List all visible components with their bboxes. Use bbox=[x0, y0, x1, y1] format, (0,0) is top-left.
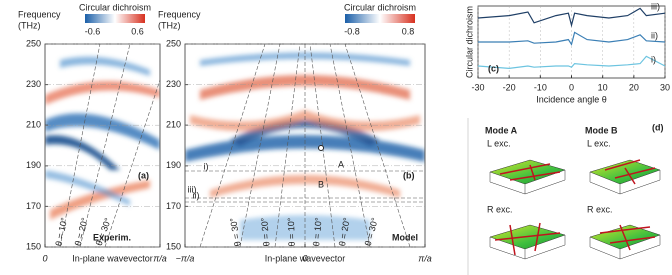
x-axis-label: In-plane wavevector bbox=[72, 253, 153, 263]
y-tick-label: 150 bbox=[166, 241, 181, 251]
series-line bbox=[477, 55, 666, 70]
row-label: L exc. bbox=[487, 138, 511, 148]
panel-d-drawing bbox=[467, 118, 661, 275]
y-tick-label: 190 bbox=[166, 160, 181, 170]
x-tick-label: −π/a bbox=[176, 253, 195, 263]
colorbar-tick-label: 0.8 bbox=[402, 26, 415, 36]
x-tick-label: 0 bbox=[302, 253, 307, 263]
colorbar bbox=[85, 14, 145, 23]
annotation: Experim. bbox=[93, 232, 131, 242]
annotation: iii) bbox=[188, 184, 197, 194]
annotation: A bbox=[338, 159, 344, 169]
guide-lines bbox=[59, 43, 425, 248]
x-tick-label: π/a bbox=[153, 253, 167, 263]
annotation: θ = 10° bbox=[53, 216, 69, 247]
y-tick-label: 170 bbox=[26, 201, 41, 211]
x-tick-label: -10 bbox=[534, 82, 547, 92]
annotation: θ = 20° bbox=[259, 217, 272, 247]
mode-label: Mode A bbox=[485, 125, 518, 135]
annotation: ii) bbox=[193, 190, 200, 200]
legend-label: iii) bbox=[651, 2, 660, 12]
x-tick-label: -30 bbox=[471, 82, 484, 92]
y-tick-label: 150 bbox=[26, 241, 41, 251]
y-tick-label: 250 bbox=[26, 38, 41, 48]
colorbar-title: Circular dichroism bbox=[79, 2, 151, 12]
annotation: θ = 20° bbox=[73, 216, 90, 247]
x-tick-label: 0 bbox=[42, 253, 47, 263]
series-line bbox=[478, 31, 666, 46]
series-line bbox=[477, 7, 666, 28]
x-tick-label: 0 bbox=[569, 82, 574, 92]
legend-label: ii) bbox=[651, 30, 658, 40]
colorbar bbox=[345, 14, 415, 23]
x-axis-label: In-plane wavevector bbox=[265, 253, 346, 263]
heatmap-a bbox=[45, 56, 160, 220]
panel-label: (a) bbox=[138, 170, 149, 180]
y-axis-label: Frequency bbox=[158, 9, 201, 19]
colorbar-tick-label: -0.6 bbox=[85, 26, 101, 36]
x-tick-label: -20 bbox=[503, 82, 516, 92]
x-tick-label: π/a bbox=[418, 253, 432, 263]
x-tick-label: 20 bbox=[629, 82, 639, 92]
panel-label: (d) bbox=[652, 122, 664, 132]
y-axis-label: (THz) bbox=[158, 20, 181, 30]
annotation: i) bbox=[204, 161, 209, 171]
row-label: L exc. bbox=[587, 138, 611, 148]
panel-label: (b) bbox=[403, 170, 415, 180]
colorbar-tick-label: -0.8 bbox=[344, 26, 360, 36]
colorbar-title: Circular dichroism bbox=[344, 2, 416, 12]
heatmap-b bbox=[185, 52, 425, 240]
annotation: Model bbox=[392, 232, 418, 242]
x-tick-label: 30 bbox=[660, 82, 670, 92]
y-tick-label: 230 bbox=[166, 79, 181, 89]
annotation: θ = 10° bbox=[311, 217, 324, 247]
legend-label: i) bbox=[651, 54, 656, 64]
plot-frame bbox=[44, 43, 161, 248]
x-axis-label: Incidence angle θ bbox=[536, 94, 607, 104]
annotation: B bbox=[318, 179, 324, 189]
y-axis-label: Circular dichroism bbox=[464, 6, 474, 78]
y-tick-label: 190 bbox=[26, 160, 41, 170]
y-tick-label: 170 bbox=[166, 201, 181, 211]
y-tick-label: 250 bbox=[166, 38, 181, 48]
row-label: R exc. bbox=[587, 204, 613, 214]
mode-label: Mode B bbox=[585, 125, 618, 135]
y-axis-label: Frequency bbox=[18, 9, 61, 19]
row-label: R exc. bbox=[487, 204, 513, 214]
x-tick-label: 10 bbox=[598, 82, 608, 92]
y-tick-label: 230 bbox=[26, 79, 41, 89]
colorbar-tick-label: 0.6 bbox=[131, 26, 144, 36]
annotation: θ = 10° bbox=[286, 217, 297, 247]
panel-label: (c) bbox=[488, 63, 499, 73]
y-tick-label: 210 bbox=[26, 120, 41, 130]
y-tick-label: 210 bbox=[166, 120, 181, 130]
y-axis-label: (THz) bbox=[18, 20, 41, 30]
